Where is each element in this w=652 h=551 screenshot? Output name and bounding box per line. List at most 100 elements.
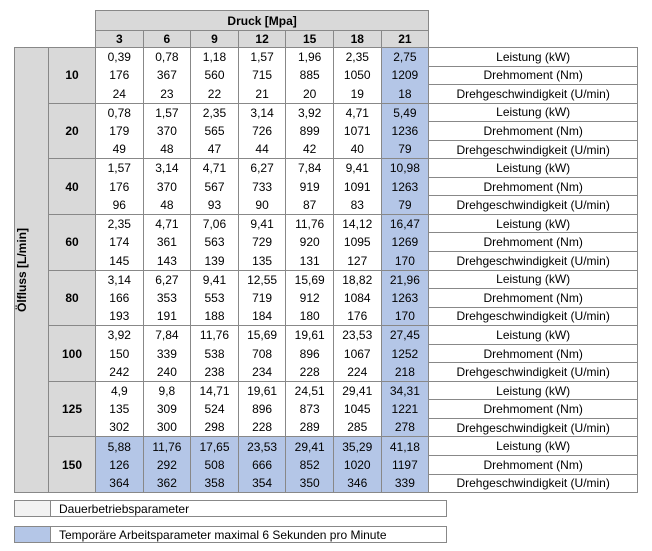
flow-value: 60 [48, 213, 96, 271]
metric-label: Drehmoment (Nm) [428, 232, 639, 253]
metric-label: Drehmoment (Nm) [428, 288, 639, 308]
cell-value: 143 [142, 251, 192, 271]
cell-value: 364 [95, 474, 144, 494]
cell-value: 553 [190, 288, 239, 308]
metric-label: Drehgeschwindigkeit (U/min) [428, 84, 639, 104]
cell-value: 719 [237, 288, 287, 308]
cell-value: 920 [285, 232, 334, 252]
cell-value: 1045 [332, 399, 382, 419]
table-row: 125 4,9 9,8 14,71 19,61 24,51 29,41 34,31 Leistu… [15, 380, 639, 438]
cell-value: 180 [285, 307, 334, 327]
cell-value: 49 [95, 140, 144, 160]
cell-value: 370 [142, 177, 192, 196]
cell-value: 48 [142, 195, 192, 215]
cell-value: 79 [380, 195, 430, 215]
cell-value: 79 [380, 140, 430, 160]
table-row: 179 370 565 726 899 1071 1236 Drehmoment (Nm) [15, 121, 639, 141]
cell-value: 885 [285, 66, 334, 85]
cell-value: 298 [190, 418, 239, 438]
cell-value: 191 [142, 307, 192, 327]
cell-value: 24,51 [285, 380, 334, 400]
cell-value: 44 [237, 140, 287, 160]
cell-value: 16,47 [380, 213, 430, 233]
table-row: 20 0,78 1,57 2,35 3,14 3,92 4,71 5,49 Leistung (… [15, 102, 639, 160]
cell-value: 21,96 [380, 269, 430, 289]
cell-value: 17,65 [190, 436, 239, 456]
cell-value: 350 [285, 474, 334, 494]
metric-label: Drehgeschwindigkeit (U/min) [428, 251, 639, 271]
legend-item: Dauerbetriebsparameter [14, 500, 447, 517]
table-row: 60 2,35 4,71 7,06 9,41 11,76 14,12 16,47 Leistun… [15, 213, 639, 271]
cell-value: 9,41 [190, 269, 239, 289]
cell-value: 666 [237, 455, 287, 475]
cell-value: 18,82 [332, 269, 382, 289]
cell-value: 309 [142, 399, 192, 419]
cell-value: 6,27 [142, 269, 192, 289]
cell-value: 1263 [380, 177, 430, 196]
metric-label: Leistung (kW) [428, 269, 639, 290]
cell-value: 96 [95, 195, 144, 215]
cell-value: 40 [332, 140, 382, 160]
legend-swatch [14, 500, 51, 517]
cell-value: 240 [142, 362, 192, 382]
cell-value: 34,31 [380, 380, 430, 400]
cell-value: 852 [285, 455, 334, 475]
metric-label: Drehgeschwindigkeit (U/min) [428, 139, 639, 160]
cell-value: 29,41 [332, 380, 382, 400]
table-row: 150 339 538 708 896 1067 1252 Drehmoment (Nm) [15, 343, 639, 364]
cell-value: 48 [142, 140, 192, 160]
pressure-value: 21 [380, 30, 430, 48]
cell-value: 184 [237, 307, 287, 327]
cell-value: 7,84 [142, 325, 192, 345]
cell-value: 20 [285, 84, 334, 104]
metric-label: Drehgeschwindigkeit (U/min) [428, 417, 639, 438]
cell-value: 11,76 [285, 213, 334, 233]
cell-value: 3,92 [285, 102, 334, 122]
pressure-header: Druck [Mpa] [94, 10, 430, 31]
cell-value: 1071 [332, 121, 382, 141]
table-row: 96 48 93 90 87 83 79 Drehgeschwindigkeit (U/min… [15, 195, 639, 215]
cell-value: 6,27 [237, 158, 287, 178]
cell-value: 538 [190, 344, 239, 363]
metric-label: Drehgeschwindigkeit (U/min) [428, 306, 639, 327]
flow-value: 125 [48, 380, 96, 438]
cell-value: 1095 [332, 232, 382, 252]
cell-value: 1221 [380, 399, 430, 419]
cell-value: 23,53 [332, 325, 382, 345]
cell-value: 228 [285, 362, 334, 382]
metric-label: Leistung (kW) [428, 47, 639, 67]
cell-value: 193 [95, 307, 144, 327]
table-row: 49 48 47 44 42 40 79 Drehgeschwindigkeit (U/min… [15, 139, 639, 160]
cell-value: 23,53 [237, 436, 287, 456]
cell-value: 524 [190, 399, 239, 419]
cell-value: 726 [237, 121, 287, 141]
cell-value: 708 [237, 344, 287, 363]
cell-value: 0,78 [142, 47, 192, 67]
cell-value: 10,98 [380, 158, 430, 178]
cell-value: 0,78 [95, 102, 144, 122]
table-row: 40 1,57 3,14 4,71 6,27 7,84 9,41 10,98 Leistung … [15, 158, 639, 215]
cell-value: 5,88 [95, 436, 144, 456]
cell-value: 176 [95, 177, 144, 196]
cell-value: 567 [190, 177, 239, 196]
data-table: Druck [Mpa] 3 6 9 12 15 18 21 Ölfluss [L/min] 10 0… [14, 10, 639, 494]
cell-value: 21 [237, 84, 287, 104]
cell-value: 300 [142, 418, 192, 438]
metric-label: Drehmoment (Nm) [428, 399, 639, 419]
corner [15, 11, 96, 48]
flow-value: 150 [48, 436, 96, 494]
cell-value: 139 [190, 251, 239, 271]
cell-value: 9,41 [237, 213, 287, 233]
cell-value: 733 [237, 177, 287, 196]
cell-value: 1,96 [285, 47, 334, 67]
cell-value: 1,18 [190, 47, 239, 67]
cell-value: 188 [190, 307, 239, 327]
metric-label: Drehmoment (Nm) [428, 455, 639, 475]
cell-value: 339 [142, 344, 192, 363]
cell-value: 2,35 [332, 47, 382, 67]
cell-value: 35,29 [332, 436, 382, 456]
cell-value: 339 [380, 474, 430, 494]
cell-value: 15,69 [285, 269, 334, 289]
cell-value: 3,14 [95, 269, 144, 289]
cell-value: 24 [95, 84, 144, 104]
